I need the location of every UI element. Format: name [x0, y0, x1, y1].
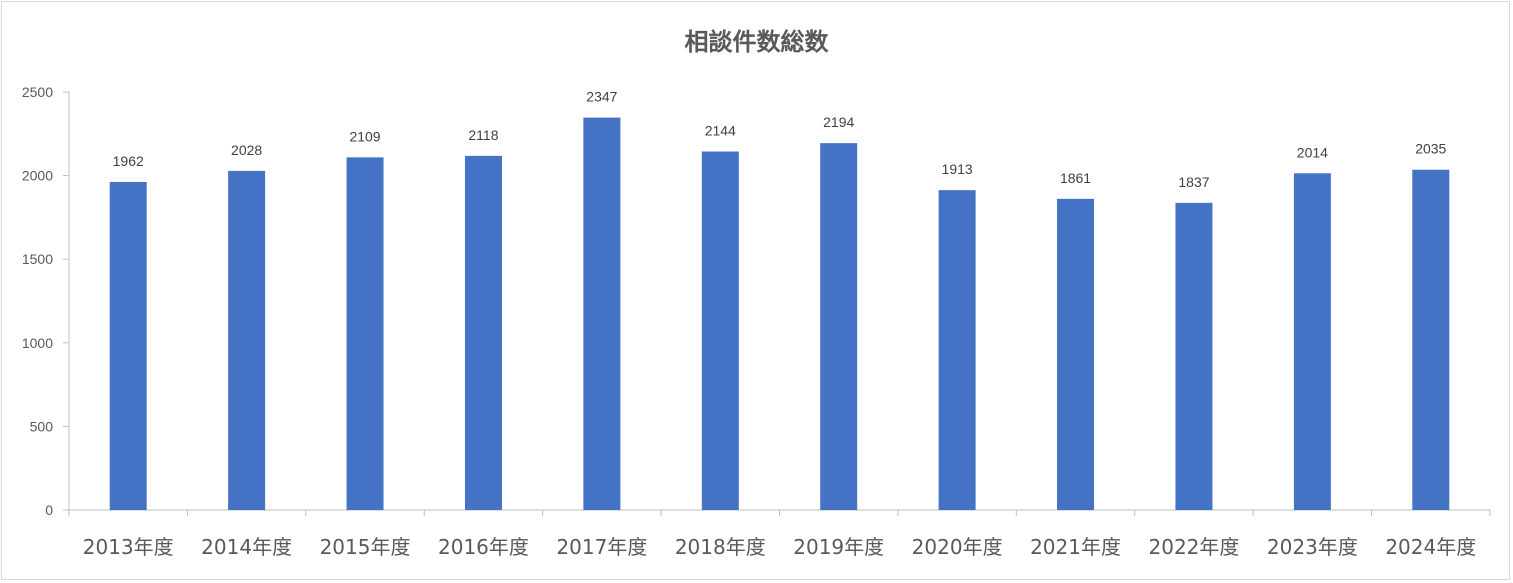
bar-2018年度 — [701, 151, 739, 510]
chart-title: 相談件数総数 — [684, 28, 829, 56]
x-tick-label: 2016年度 — [438, 535, 529, 559]
x-tick-label: 2017年度 — [556, 535, 647, 559]
data-label: 2014 — [1297, 144, 1328, 160]
data-label: 2118 — [468, 127, 498, 143]
tick-labels: 0 500 1000 1500 2000 2500 2013年度 2014年度 2015年度 20… — [22, 84, 1476, 559]
data-label: 2109 — [349, 128, 380, 144]
axes — [63, 91, 1491, 516]
bar-2022年度 — [1175, 202, 1213, 510]
x-tick-label: 2015年度 — [320, 535, 411, 559]
data-label: 1913 — [942, 161, 973, 177]
x-tick-label: 2024年度 — [1385, 535, 1476, 559]
x-tick-label: 2020年度 — [912, 535, 1003, 559]
bar-2020年度 — [938, 190, 976, 510]
bar-2015年度 — [346, 157, 384, 511]
bar-2024年度 — [1412, 169, 1450, 511]
x-tick-label: 2023年度 — [1267, 535, 1358, 559]
bar-2023年度 — [1293, 173, 1331, 510]
bar-2014年度 — [228, 170, 266, 510]
data-label: 1962 — [113, 153, 144, 169]
data-label: 1837 — [1178, 174, 1209, 190]
data-label: 2144 — [705, 123, 736, 139]
y-tick-label: 2500 — [22, 84, 53, 100]
data-labels: 1962 2028 2109 2118 2347 2144 2194 1913 1861 1837… — [113, 89, 1447, 190]
x-tick-label: 2013年度 — [83, 535, 174, 559]
x-tick-label: 2018年度 — [675, 535, 766, 559]
x-tick-label: 2021年度 — [1030, 535, 1121, 559]
bar-2016年度 — [464, 155, 502, 510]
bar-2013年度 — [109, 181, 147, 510]
data-label: 2035 — [1415, 141, 1446, 157]
bar-2017年度 — [583, 117, 621, 510]
x-tick-label: 2022年度 — [1149, 535, 1240, 559]
bar-2019年度 — [820, 143, 858, 510]
data-label: 2194 — [823, 114, 854, 130]
data-label: 2347 — [586, 89, 617, 105]
x-tick-label: 2014年度 — [201, 535, 292, 559]
x-tick-label: 2019年度 — [793, 535, 884, 559]
bar-2021年度 — [1057, 198, 1095, 510]
data-label: 2028 — [231, 142, 262, 158]
data-label: 1861 — [1060, 170, 1091, 186]
y-tick-label: 2000 — [22, 168, 53, 184]
y-tick-label: 500 — [30, 418, 54, 434]
y-tick-label: 1000 — [22, 335, 53, 351]
bars — [109, 117, 1450, 511]
y-tick-label: 0 — [45, 502, 53, 518]
y-tick-label: 1500 — [22, 251, 53, 267]
